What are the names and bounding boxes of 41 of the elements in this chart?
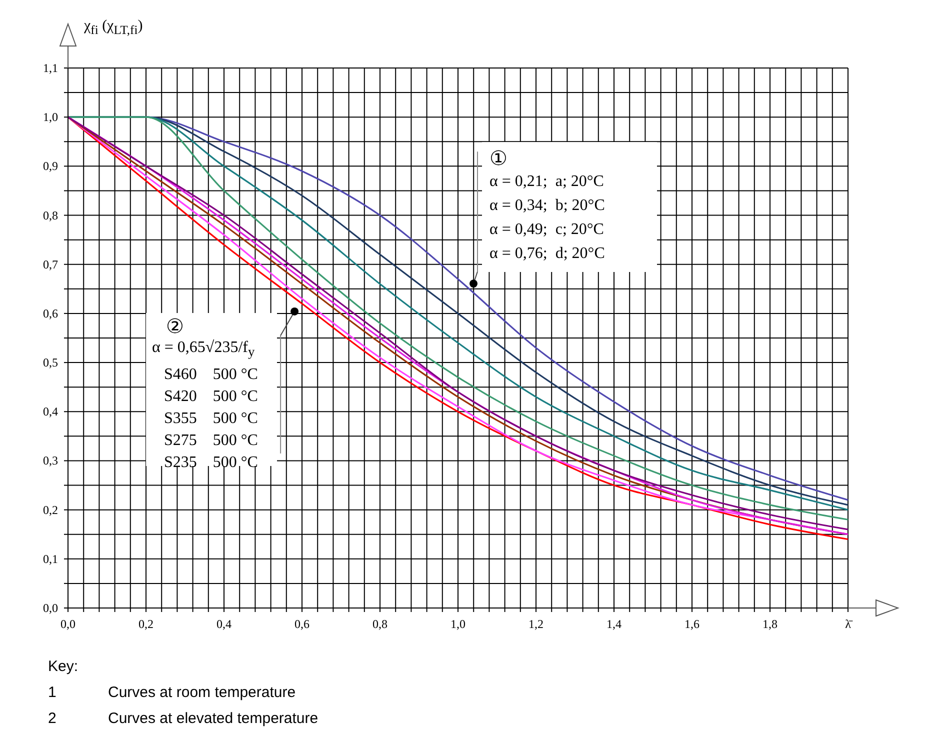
y-tick-label: 1,0 bbox=[43, 110, 58, 124]
annotation: S355 500 °C bbox=[164, 410, 258, 427]
y-tick-label: 0,8 bbox=[43, 208, 58, 222]
y-tick-label: 0,2 bbox=[43, 502, 58, 517]
text: 2 bbox=[48, 709, 58, 729]
y-tick-label: 0,9 bbox=[43, 159, 58, 174]
x-tick-label: 0,8 bbox=[372, 617, 388, 631]
x-tick-label: λ̄ bbox=[845, 617, 853, 631]
text: 1 bbox=[48, 683, 58, 703]
annotation: S460 500 °C bbox=[164, 366, 258, 383]
y-tick-label: 0,0 bbox=[43, 601, 58, 615]
x-tick-label: 0,2 bbox=[138, 617, 154, 631]
x-tick-label: 0,4 bbox=[216, 617, 232, 631]
annotation: α = 0,34; b; 20°C bbox=[490, 196, 605, 214]
y-tick-label: 0,6 bbox=[43, 306, 58, 320]
x-tick-label: 0,0 bbox=[60, 617, 76, 631]
x-tick-label: 1,0 bbox=[450, 617, 466, 631]
annotation: α = 0,76; d; 20°C bbox=[490, 244, 605, 262]
x-tick-label: 1,8 bbox=[762, 617, 778, 631]
y-axis-title: χ$_{fi}$ (χ$_{LT,fi}$) bbox=[84, 18, 143, 37]
y-tick-label: 0,1 bbox=[43, 552, 58, 566]
annotation: α = 0,49; c; 20°C bbox=[490, 220, 604, 238]
y-tick-label: 0,5 bbox=[43, 356, 58, 370]
y-tick-label: 1,1 bbox=[43, 61, 58, 75]
annotation: ① bbox=[490, 146, 508, 170]
annotation: ② bbox=[166, 314, 184, 338]
x-tick-label: 1,4 bbox=[606, 617, 622, 631]
y-tick-label: 0,7 bbox=[43, 257, 58, 272]
annotation: S235 500 °C bbox=[164, 454, 258, 471]
x-tick-label: 1,2 bbox=[528, 617, 544, 631]
x-tick-label: 1,6 bbox=[684, 617, 700, 631]
text: Curves at elevated temperature bbox=[108, 709, 318, 729]
text: Curves at room temperature bbox=[108, 683, 296, 703]
y-tick-label: 0,3 bbox=[43, 454, 58, 468]
annotation: S275 500 °C bbox=[164, 432, 258, 449]
annotation: S420 500 °C bbox=[164, 388, 258, 405]
text: Key: bbox=[48, 657, 80, 677]
annotation: α = 0,21; a; 20°C bbox=[490, 172, 604, 190]
x-tick-label: 0,6 bbox=[294, 617, 310, 631]
annotation: α = 0,65√235/f$_{y}$ bbox=[152, 339, 255, 360]
y-tick-label: 0,4 bbox=[43, 404, 58, 419]
